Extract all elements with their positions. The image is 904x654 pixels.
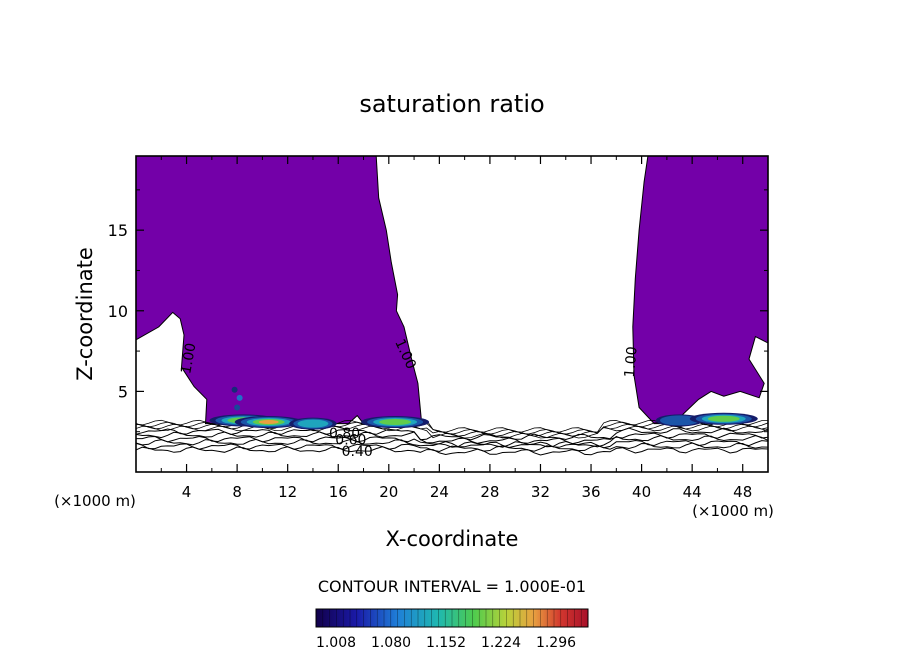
contour-line-0.9 [136, 427, 768, 441]
x-tick-label: 28 [480, 483, 499, 501]
y-axis-label: Z-coordinate [73, 247, 97, 381]
supersaturation-core [297, 419, 329, 428]
contour-line-0.5 [136, 442, 768, 453]
contour-label: 1.00 [178, 342, 199, 375]
contour-label: 0.80 [329, 426, 360, 442]
contour-line-0.6 [136, 438, 768, 449]
colorbar-tick-label: 1.008 [316, 635, 356, 651]
contour-label: 1.00 [622, 346, 641, 378]
chart-title: saturation ratio [359, 90, 544, 118]
x-tick-label: 40 [632, 483, 651, 501]
x-tick-label: 12 [278, 483, 297, 501]
colorbar-dividers [322, 609, 582, 627]
plume-cell [231, 386, 238, 393]
y-tick-label: 15 [108, 221, 128, 240]
x-tick-label: 16 [329, 483, 348, 501]
contour-label: 0.60 [335, 433, 366, 449]
plume-cell [234, 404, 241, 411]
contour-line-0.8 [136, 431, 768, 445]
x-tick-label: 32 [531, 483, 550, 501]
x-tick-label: 24 [430, 483, 449, 501]
contour-line-upper [136, 425, 768, 439]
y-tick-label: 5 [118, 382, 128, 401]
x-unit-left: (×1000 m) [54, 492, 136, 510]
contour-interval-label: CONTOUR INTERVAL = 1.000E-01 [318, 577, 586, 596]
y-tick-label: 10 [108, 302, 128, 321]
plume-cell [236, 394, 243, 401]
supersaturation-core [379, 419, 412, 426]
colorbar-tick-label: 1.296 [536, 635, 576, 651]
x-unit-right: (×1000 m) [692, 502, 774, 520]
supersaturated-region-right [632, 156, 768, 425]
x-tick-label: 8 [232, 483, 242, 501]
supersaturation-core [258, 420, 279, 425]
supersaturation-core [707, 415, 740, 422]
x-tick-label: 36 [581, 483, 600, 501]
x-axis-ticks: 4 8 12 16 20 24 28 32 36 40 44 48 [160, 156, 752, 501]
colorbar-labels: 1.008 1.080 1.152 1.224 1.296 [316, 635, 576, 651]
supersaturation-core [659, 415, 700, 426]
colorbar-tick-label: 1.152 [426, 635, 466, 651]
x-axis-label: X-coordinate [386, 527, 519, 551]
colorbar-tick-label: 1.224 [481, 635, 521, 651]
x-tick-label: 20 [379, 483, 398, 501]
plot-area: 1.00 1.00 1.000.800.600.40 [136, 156, 768, 460]
y-axis-ticks: 5 10 15 [108, 189, 768, 433]
supersaturated-region-left [136, 156, 423, 425]
plot-frame [135, 155, 769, 473]
x-tick-label: 44 [683, 483, 702, 501]
contour-label: 0.40 [342, 444, 373, 460]
colorbar-tick-label: 1.080 [371, 635, 411, 651]
x-tick-label: 4 [182, 483, 192, 501]
x-tick-label: 48 [733, 483, 752, 501]
